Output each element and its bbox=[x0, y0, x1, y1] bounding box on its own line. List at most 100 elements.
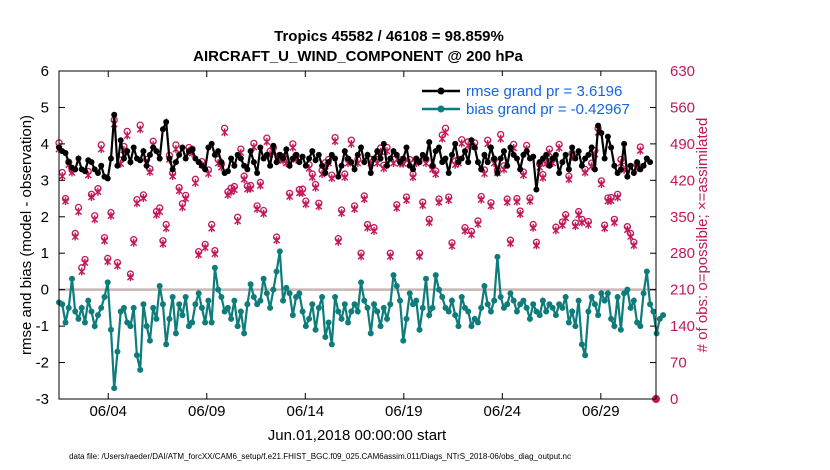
bias-point bbox=[283, 284, 290, 291]
left-tick-label: 1 bbox=[41, 245, 49, 262]
rmse-point bbox=[228, 155, 235, 162]
assimilated-obs-point bbox=[191, 178, 199, 187]
bias-point bbox=[176, 301, 183, 308]
rmse-point bbox=[384, 162, 391, 169]
assimilated-obs-point bbox=[126, 273, 134, 282]
assimilated-obs-point bbox=[519, 171, 527, 180]
assimilated-obs-point bbox=[104, 257, 112, 266]
rmse-point bbox=[361, 159, 368, 166]
bias-point bbox=[419, 304, 426, 311]
rmse-point bbox=[543, 151, 550, 158]
rmse-point bbox=[556, 170, 563, 177]
assimilated-obs-point bbox=[438, 134, 446, 143]
rmse-point bbox=[569, 144, 576, 151]
rmse-point bbox=[410, 166, 417, 173]
bias-point bbox=[660, 312, 667, 319]
rmse-point bbox=[552, 151, 559, 158]
rmse-point bbox=[306, 155, 313, 162]
bias-point bbox=[280, 297, 287, 304]
assimilated-obs-point bbox=[419, 201, 427, 210]
rmse-point bbox=[351, 166, 358, 173]
bias-point bbox=[273, 268, 280, 275]
bias-point bbox=[435, 286, 442, 293]
assimilated-obs-point bbox=[156, 207, 164, 216]
rmse-point bbox=[452, 140, 459, 147]
bias-point bbox=[299, 308, 306, 315]
bias-point bbox=[179, 312, 186, 319]
rmse-point bbox=[111, 111, 118, 118]
rmse-point bbox=[634, 159, 641, 166]
bias-point bbox=[172, 330, 179, 337]
rmse-point bbox=[117, 137, 124, 144]
legend-bias-marker bbox=[437, 105, 445, 113]
rmse-point bbox=[309, 148, 316, 155]
bias-point bbox=[367, 330, 374, 337]
bias-point bbox=[426, 312, 433, 319]
assimilated-obs-point bbox=[351, 204, 359, 213]
rmse-point bbox=[513, 155, 520, 162]
bias-point bbox=[406, 290, 413, 297]
bias-point bbox=[263, 290, 270, 297]
assimilated-obs-point bbox=[87, 192, 95, 201]
bias-point bbox=[474, 319, 481, 326]
bias-point bbox=[309, 301, 316, 308]
bias-point bbox=[133, 352, 140, 359]
rmse-point bbox=[575, 148, 582, 155]
bias-point bbox=[228, 315, 235, 322]
rmse-point bbox=[156, 155, 163, 162]
assimilated-obs-point bbox=[532, 241, 540, 250]
assimilated-obs-point bbox=[584, 220, 592, 229]
bias-point bbox=[237, 308, 244, 315]
left-tick-label: 4 bbox=[41, 136, 49, 153]
rmse-point bbox=[231, 162, 238, 169]
rmse-point bbox=[62, 150, 69, 156]
assimilated-obs-point bbox=[597, 179, 605, 188]
legend-rmse-marker bbox=[437, 87, 445, 95]
rmse-point bbox=[578, 162, 585, 169]
rmse-point bbox=[500, 148, 507, 155]
rmse-point bbox=[267, 162, 274, 169]
left-tick-label: 3 bbox=[41, 172, 49, 189]
assimilated-obs-point bbox=[146, 168, 154, 177]
assimilated-obs-point bbox=[487, 201, 495, 210]
assimilated-obs-point bbox=[477, 195, 485, 204]
rmse-point bbox=[348, 159, 355, 166]
rmse-point bbox=[585, 151, 592, 158]
bias-point bbox=[345, 319, 352, 326]
bias-point bbox=[101, 293, 108, 300]
rmse-point bbox=[237, 155, 244, 162]
bias-point bbox=[598, 290, 605, 297]
bias-point bbox=[361, 297, 368, 304]
assimilated-obs-point bbox=[581, 168, 589, 177]
assimilated-obs-point bbox=[263, 137, 271, 146]
bias-point bbox=[416, 326, 423, 333]
rmse-point bbox=[75, 155, 82, 162]
rmse-point bbox=[153, 148, 160, 155]
rmse-point bbox=[608, 144, 615, 151]
rmse-point bbox=[283, 146, 290, 153]
bias-point bbox=[65, 304, 72, 311]
chart-title: Tropics 45582 / 46108 = 98.859% bbox=[274, 28, 504, 45]
rmse-point bbox=[504, 162, 511, 169]
bias-point bbox=[224, 304, 231, 311]
right-tick-label: 70 bbox=[670, 355, 687, 372]
bias-point bbox=[208, 319, 215, 326]
assimilated-obs-point bbox=[107, 211, 115, 220]
bias-point bbox=[582, 352, 589, 359]
bias-point bbox=[468, 323, 475, 330]
bias-point bbox=[302, 323, 309, 330]
rmse-point bbox=[166, 155, 173, 162]
rmse-point bbox=[338, 162, 345, 169]
rmse-point bbox=[367, 170, 374, 177]
y-axis-label-left: rmse and bias (model - observation) bbox=[18, 115, 35, 355]
bias-point bbox=[627, 304, 634, 311]
rmse-point bbox=[461, 148, 468, 155]
right-tick-label: 280 bbox=[670, 245, 695, 262]
rmse-point bbox=[286, 162, 293, 169]
bias-point bbox=[120, 304, 127, 311]
rmse-point bbox=[478, 166, 485, 173]
assimilated-obs-point bbox=[139, 194, 147, 203]
bias-point bbox=[614, 293, 621, 300]
rmse-point bbox=[120, 155, 127, 162]
